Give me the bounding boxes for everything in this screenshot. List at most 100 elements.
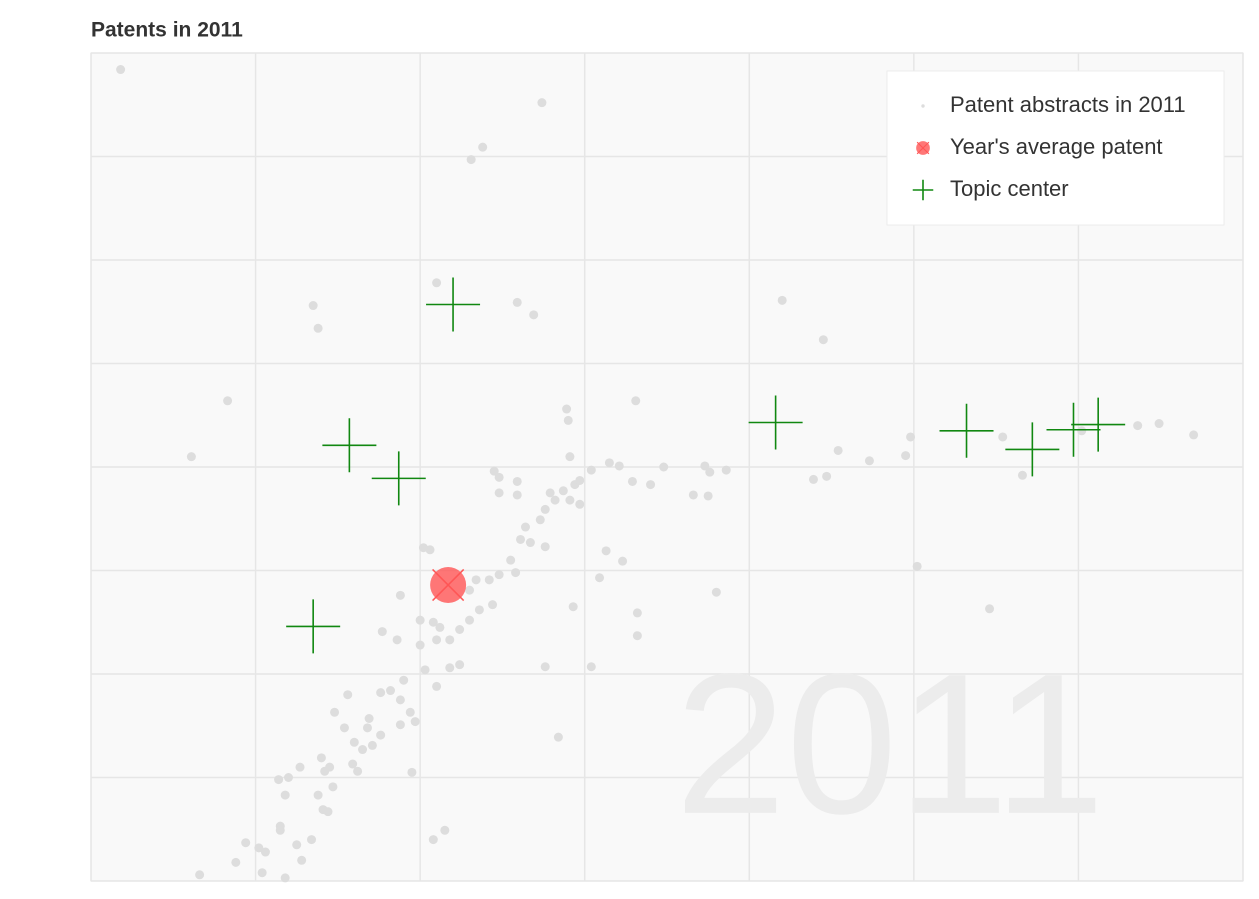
point	[223, 396, 233, 406]
point	[440, 825, 450, 835]
point	[631, 396, 641, 406]
legend-marker	[921, 104, 925, 108]
point	[348, 759, 358, 769]
point	[512, 476, 522, 486]
point	[540, 542, 550, 552]
point	[307, 835, 317, 845]
average-marker	[430, 566, 467, 603]
topic-center	[1071, 397, 1126, 452]
point	[565, 495, 575, 505]
point	[494, 488, 504, 498]
point	[320, 766, 330, 776]
point	[254, 843, 264, 853]
point	[912, 561, 922, 571]
point	[358, 745, 368, 755]
point	[1189, 430, 1199, 440]
point	[376, 688, 386, 698]
legend-label: Patent abstracts in 2011	[950, 92, 1186, 117]
point	[575, 475, 585, 485]
point	[465, 615, 475, 625]
point	[550, 495, 560, 505]
point	[386, 686, 396, 696]
point	[231, 857, 241, 867]
point	[323, 807, 333, 817]
topic-center	[939, 403, 994, 458]
point	[260, 847, 270, 857]
legend-label: Year's average patent	[950, 134, 1163, 159]
point	[343, 690, 353, 700]
point	[586, 465, 596, 475]
point	[478, 142, 488, 152]
point	[563, 415, 573, 425]
point	[604, 458, 614, 468]
point	[632, 631, 642, 641]
point	[511, 568, 521, 578]
point	[618, 556, 628, 566]
point	[627, 476, 637, 486]
point	[553, 732, 563, 742]
point	[1017, 470, 1027, 480]
point	[985, 604, 995, 614]
point	[494, 472, 504, 482]
point	[506, 555, 516, 565]
point	[455, 660, 465, 670]
point	[471, 575, 481, 585]
point	[415, 615, 425, 625]
point	[297, 855, 307, 865]
topic-center	[371, 451, 426, 506]
point	[529, 310, 539, 320]
point	[777, 295, 787, 305]
point	[512, 490, 522, 500]
point	[545, 488, 555, 498]
point	[116, 65, 126, 75]
point	[415, 640, 425, 650]
point	[537, 98, 547, 108]
point	[540, 504, 550, 514]
point	[241, 838, 251, 848]
average-x	[916, 141, 930, 155]
point	[864, 456, 874, 466]
point	[568, 602, 578, 612]
point	[395, 590, 405, 600]
point	[818, 335, 828, 345]
point	[376, 730, 386, 740]
point	[520, 522, 530, 532]
point	[432, 681, 442, 691]
point	[614, 461, 624, 471]
series	[430, 566, 467, 603]
point	[274, 775, 284, 785]
point	[565, 452, 575, 462]
point	[399, 675, 409, 685]
point	[808, 474, 818, 484]
point	[186, 452, 196, 462]
topic-center	[286, 599, 341, 654]
point	[195, 870, 205, 880]
point	[377, 627, 387, 637]
point	[489, 466, 499, 476]
point	[488, 600, 498, 610]
point	[292, 840, 302, 850]
point	[1133, 421, 1143, 431]
point	[703, 491, 713, 501]
point	[595, 573, 605, 583]
topic-center	[322, 418, 377, 473]
point	[586, 662, 596, 672]
point	[395, 695, 405, 705]
point	[455, 624, 465, 634]
point	[512, 297, 522, 307]
point	[833, 445, 843, 455]
point	[688, 490, 698, 500]
point	[313, 790, 323, 800]
point	[998, 432, 1008, 442]
point	[349, 737, 359, 747]
point	[445, 663, 455, 673]
series	[286, 277, 1126, 654]
point	[466, 155, 476, 165]
watermark: 2011	[675, 633, 1105, 856]
point	[540, 662, 550, 672]
topic-center	[1005, 422, 1060, 477]
legend-marker	[912, 179, 934, 201]
point	[562, 404, 572, 414]
point	[410, 717, 420, 727]
